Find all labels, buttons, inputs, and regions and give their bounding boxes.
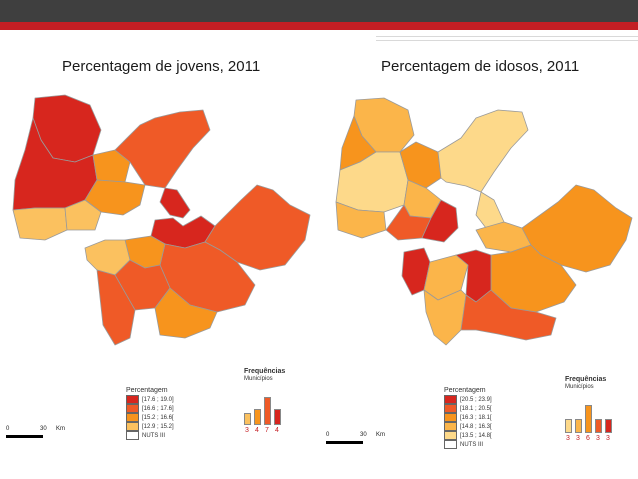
freq-value: 3	[576, 435, 580, 442]
freq-value: 6	[586, 435, 590, 442]
legend-label: [17.6 ; 19.0]	[142, 396, 174, 403]
map-title-idosos: Percentagem de idosos, 2011	[381, 58, 580, 75]
freq-value: 3	[596, 435, 600, 442]
scale-bar-idosos: 0 30 Km	[326, 432, 406, 450]
municipality-region	[64, 199, 102, 231]
freq-bar	[254, 409, 261, 425]
freq-bar	[595, 419, 602, 433]
legend-swatch	[444, 413, 457, 422]
legend-label: [18.1 ; 20.5[	[460, 405, 492, 412]
legend-swatch	[444, 404, 457, 413]
legend-swatch	[444, 431, 457, 440]
legend-title: Percentagem	[444, 387, 486, 394]
legend-label: NUTS III	[460, 441, 484, 448]
freq-bar	[264, 397, 271, 425]
municipality-region	[114, 109, 211, 189]
legend-swatch	[126, 395, 139, 404]
legend-item: NUTS III	[444, 440, 492, 449]
legend-item: [14.8 ; 16.3[	[444, 422, 492, 431]
scale-zero: 0	[6, 426, 10, 432]
freq-bar	[585, 405, 592, 433]
legend-swatch	[126, 404, 139, 413]
legend-item: NUTS III	[126, 431, 174, 440]
scale-distance: 30	[360, 432, 367, 438]
legend-swatch	[126, 431, 139, 440]
scale-distance: 30	[40, 426, 47, 432]
legend-jovens: Percentagem [17.6 ; 19.0] [16.6 ; 17.6] [1…	[126, 387, 174, 440]
municipality-region	[460, 289, 557, 341]
scale-unit: Km	[376, 432, 385, 438]
legend-label: [16.3 ; 18.1[	[460, 414, 492, 421]
freq-title: Frequências	[565, 376, 607, 383]
freq-bar	[244, 413, 251, 425]
municipality-region	[12, 207, 68, 241]
legend-item: [18.1 ; 20.5[	[444, 404, 492, 413]
freq-bar	[575, 419, 582, 433]
scale-unit: Km	[56, 426, 65, 432]
legend-swatch	[126, 422, 139, 431]
freq-subtitle: Municípios	[565, 384, 594, 390]
header-accent-line	[376, 40, 638, 41]
municipality-region	[421, 199, 459, 243]
legend-title: Percentagem	[126, 387, 168, 394]
municipality-region	[159, 187, 191, 219]
freq-title: Frequências	[244, 368, 286, 375]
legend-idosos: Percentagem [20.5 ; 23.9] [18.1 ; 20.5[ [1…	[444, 387, 492, 449]
scale-line	[326, 441, 363, 444]
freq-bar	[565, 419, 572, 433]
freq-value: 7	[265, 427, 269, 434]
choropleth-map-jovens	[12, 94, 311, 346]
municipality-region	[96, 269, 136, 346]
freq-value: 4	[255, 427, 259, 434]
legend-swatch	[444, 395, 457, 404]
legend-item: [15.2 ; 16.6[	[126, 413, 174, 422]
municipality-region	[114, 259, 171, 311]
legend-swatch	[444, 440, 457, 449]
scale-zero: 0	[326, 432, 330, 438]
municipality-region	[92, 149, 131, 183]
scale-line	[6, 435, 43, 438]
freq-value: 3	[566, 435, 570, 442]
legend-item: [16.3 ; 18.1[	[444, 413, 492, 422]
municipality-region	[154, 287, 218, 339]
legend-item: [20.5 ; 23.9]	[444, 395, 492, 404]
legend-label: [12.9 ; 15.2]	[142, 423, 174, 430]
scale-bar-jovens: 0 30 Km	[6, 426, 86, 444]
municipality-region	[423, 289, 467, 346]
freq-value: 3	[245, 427, 249, 434]
legend-swatch	[444, 422, 457, 431]
legend-label: [13.5 ; 14.8[	[460, 432, 492, 439]
freq-value: 4	[275, 427, 279, 434]
municipality-region	[475, 191, 505, 229]
legend-label: [20.5 ; 23.9]	[460, 396, 492, 403]
freq-bar	[605, 419, 612, 433]
header-red-bar	[0, 22, 638, 30]
map-title-jovens: Percentagem de jovens, 2011	[62, 58, 261, 75]
municipality-region	[437, 109, 529, 193]
legend-label: NUTS III	[142, 432, 166, 439]
freq-bar	[274, 409, 281, 425]
freq-value: 3	[606, 435, 610, 442]
legend-item: [12.9 ; 15.2]	[126, 422, 174, 431]
header-accent-line	[376, 36, 638, 37]
legend-item: [17.6 ; 19.0]	[126, 395, 174, 404]
legend-swatch	[126, 413, 139, 422]
choropleth-map-idosos	[335, 97, 633, 346]
freq-subtitle: Municípios	[244, 376, 273, 382]
legend-label: [16.6 ; 17.6]	[142, 405, 174, 412]
legend-label: [14.8 ; 16.3[	[460, 423, 492, 430]
header-dark-bar	[0, 0, 638, 22]
legend-item: [16.6 ; 17.6]	[126, 404, 174, 413]
legend-item: [13.5 ; 14.8[	[444, 431, 492, 440]
legend-label: [15.2 ; 16.6[	[142, 414, 174, 421]
